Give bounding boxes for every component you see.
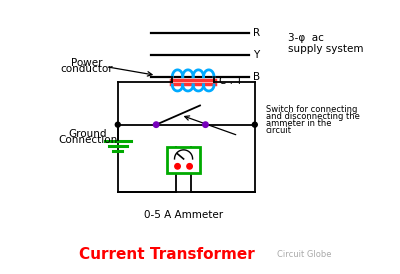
Text: conductor: conductor <box>60 64 113 73</box>
Circle shape <box>252 122 257 127</box>
Text: 3-φ  ac: 3-φ ac <box>288 33 324 43</box>
Circle shape <box>203 122 208 127</box>
Bar <box>167 147 200 173</box>
Text: and disconnecting the: and disconnecting the <box>266 112 360 121</box>
Text: Ground: Ground <box>68 129 107 139</box>
Circle shape <box>115 122 120 127</box>
Circle shape <box>175 164 180 169</box>
Text: circuit: circuit <box>266 126 292 135</box>
Text: Current Transformer: Current Transformer <box>79 247 255 262</box>
Text: B: B <box>254 72 260 82</box>
Text: Circuit Globe: Circuit Globe <box>277 250 331 259</box>
Text: R: R <box>254 28 260 38</box>
Circle shape <box>187 164 192 169</box>
Text: Y: Y <box>254 50 260 60</box>
Text: Switch for connecting: Switch for connecting <box>266 105 357 114</box>
Text: ammeter in the: ammeter in the <box>266 119 331 128</box>
Text: Connection: Connection <box>58 135 117 145</box>
Text: supply system: supply system <box>288 44 363 54</box>
Text: Power: Power <box>70 58 102 68</box>
Circle shape <box>154 122 159 127</box>
Text: C . T: C . T <box>220 76 243 86</box>
Text: 0-5 A Ammeter: 0-5 A Ammeter <box>144 210 223 220</box>
